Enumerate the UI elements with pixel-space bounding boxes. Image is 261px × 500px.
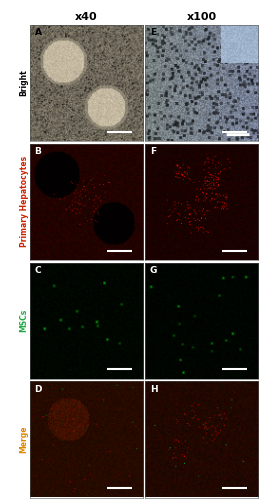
Text: A: A — [34, 28, 41, 38]
Text: E: E — [150, 28, 156, 38]
Text: G: G — [150, 266, 157, 275]
Text: F: F — [150, 147, 156, 156]
Text: Primary Hepatocytes: Primary Hepatocytes — [20, 156, 29, 248]
Text: x40: x40 — [75, 12, 98, 22]
Text: x100: x100 — [187, 12, 217, 22]
Text: MSCs: MSCs — [20, 309, 29, 332]
Text: Bright: Bright — [20, 70, 29, 96]
Text: H: H — [150, 384, 157, 394]
Text: D: D — [34, 384, 42, 394]
Text: Merge: Merge — [20, 426, 29, 453]
Text: C: C — [34, 266, 41, 275]
Text: B: B — [34, 147, 41, 156]
